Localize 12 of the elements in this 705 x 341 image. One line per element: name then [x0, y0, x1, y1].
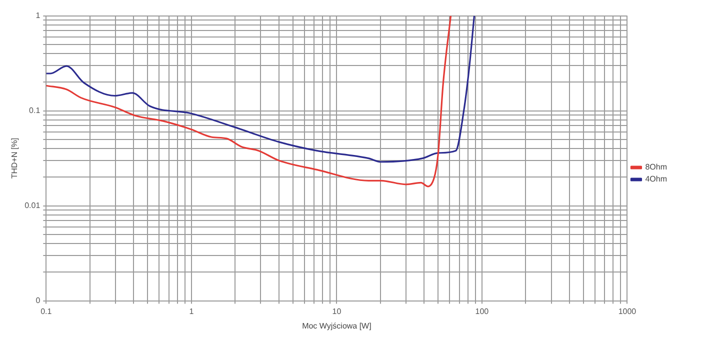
- y-tick-label: 0.01: [24, 201, 41, 210]
- x-tick-label: 1: [189, 306, 194, 316]
- legend-label: 4Ohm: [645, 174, 668, 184]
- x-tick-label: 100: [475, 306, 490, 316]
- y-tick-label: 0.1: [29, 106, 41, 116]
- y-axis-title: THD+N [%]: [10, 138, 20, 179]
- x-tick-label: 10: [332, 306, 342, 316]
- x-axis-title: Moc Wyjściowa [W]: [302, 321, 372, 330]
- y-tick-label: 0: [36, 296, 41, 306]
- x-tick-label: 1000: [618, 306, 637, 316]
- y-tick-label: 1: [36, 11, 41, 20]
- legend-label: 8Ohm: [645, 162, 668, 172]
